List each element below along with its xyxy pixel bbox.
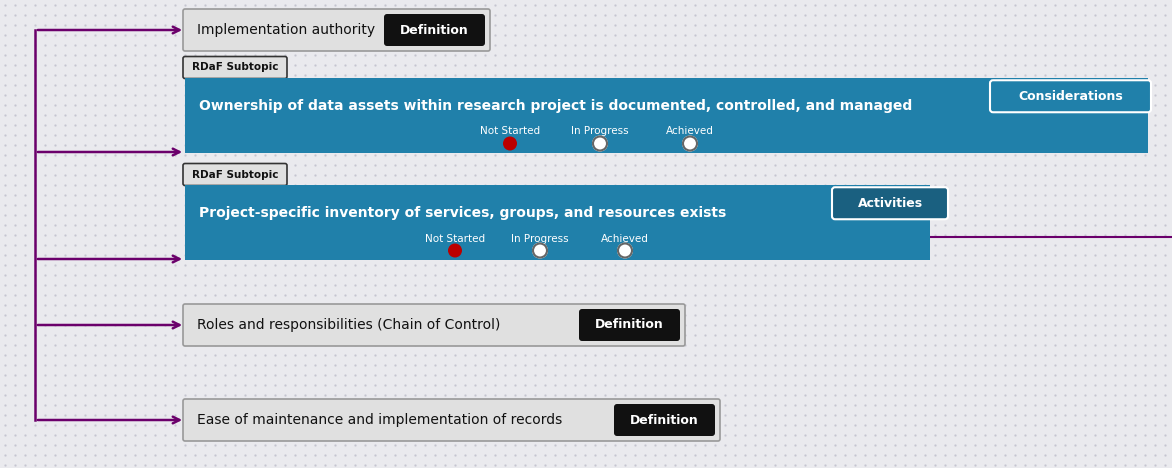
Text: Not Started: Not Started [481, 126, 540, 137]
Text: RDaF Subtopic: RDaF Subtopic [192, 169, 278, 180]
Text: Implementation authority: Implementation authority [197, 23, 375, 37]
FancyBboxPatch shape [183, 57, 287, 79]
FancyBboxPatch shape [832, 187, 948, 219]
Text: Roles and responsibilities (Chain of Control): Roles and responsibilities (Chain of Con… [197, 318, 500, 332]
FancyBboxPatch shape [990, 80, 1151, 112]
FancyBboxPatch shape [183, 304, 684, 346]
FancyBboxPatch shape [185, 78, 1149, 153]
Text: In Progress: In Progress [511, 234, 568, 243]
Text: Ownership of data assets within research project is documented, controlled, and : Ownership of data assets within research… [199, 99, 912, 113]
Text: Considerations: Considerations [1018, 90, 1123, 103]
FancyBboxPatch shape [183, 399, 720, 441]
Circle shape [593, 137, 607, 151]
Text: Activities: Activities [858, 197, 922, 210]
Circle shape [533, 243, 547, 257]
Text: Not Started: Not Started [425, 234, 485, 243]
Text: Project-specific inventory of services, groups, and resources exists: Project-specific inventory of services, … [199, 206, 727, 220]
Text: Achieved: Achieved [666, 126, 714, 137]
Text: Definition: Definition [631, 414, 699, 426]
Circle shape [618, 243, 632, 257]
FancyBboxPatch shape [579, 309, 680, 341]
Circle shape [683, 137, 697, 151]
FancyBboxPatch shape [384, 14, 485, 46]
Text: In Progress: In Progress [571, 126, 629, 137]
Text: Ease of maintenance and implementation of records: Ease of maintenance and implementation o… [197, 413, 563, 427]
Text: Definition: Definition [595, 319, 663, 331]
Text: Definition: Definition [400, 23, 469, 37]
FancyBboxPatch shape [183, 9, 490, 51]
FancyBboxPatch shape [183, 163, 287, 185]
Circle shape [448, 243, 462, 257]
Text: RDaF Subtopic: RDaF Subtopic [192, 63, 278, 73]
Text: Achieved: Achieved [601, 234, 649, 243]
Circle shape [503, 137, 517, 151]
FancyBboxPatch shape [614, 404, 715, 436]
FancyBboxPatch shape [185, 184, 931, 259]
